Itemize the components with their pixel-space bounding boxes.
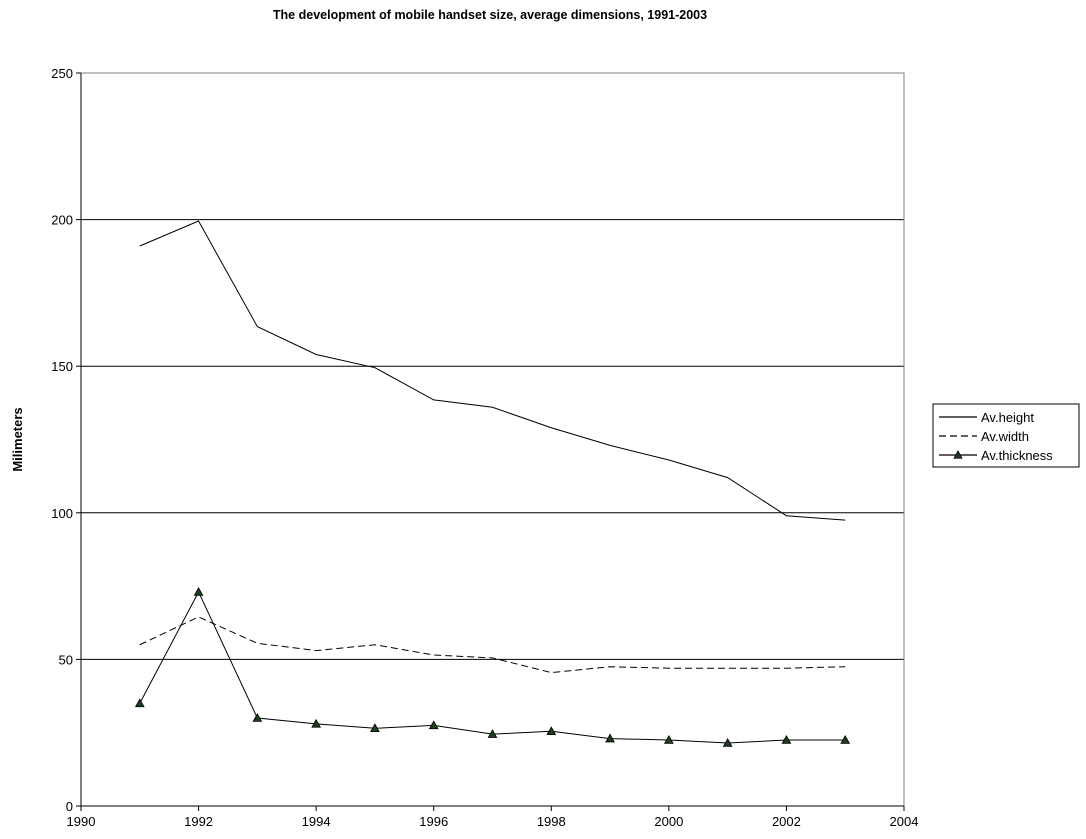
x-tick-label-1994: 1994	[302, 814, 331, 829]
series-av-height	[139, 220, 846, 521]
data-point-av-thickness-2000	[663, 735, 674, 744]
data-point-av-thickness-1992	[193, 586, 204, 596]
x-tick-label-1998: 1998	[537, 814, 566, 829]
series-layer	[134, 220, 851, 747]
x-tick-label-1990: 1990	[67, 814, 96, 829]
chart-title: The development of mobile handset size, …	[273, 8, 707, 22]
series-line-av-height	[139, 220, 846, 521]
data-point-av-thickness-1991	[134, 698, 145, 708]
series-av-thickness	[134, 586, 851, 747]
data-point-av-thickness-1996	[428, 720, 439, 730]
x-tick-label-1996: 1996	[419, 814, 448, 829]
series-line-av-thickness	[139, 590, 846, 744]
data-point-av-thickness-1995	[370, 723, 380, 733]
x-tick-label-2004: 2004	[890, 814, 919, 829]
legend-label-av-width: Av.width	[981, 429, 1029, 444]
y-tick-label-150: 150	[51, 359, 73, 374]
axes	[80, 73, 904, 807]
data-point-av-thickness-1997	[487, 729, 498, 738]
y-axis-label: Milimeters	[10, 407, 25, 471]
x-tick-label-2002: 2002	[772, 814, 801, 829]
data-point-av-thickness-1993	[252, 713, 263, 722]
y-axis-ticks: 0 50 100 150 200 250	[51, 66, 81, 814]
x-tick-label-2000: 2000	[654, 814, 683, 829]
y-tick-label-50: 50	[59, 652, 73, 667]
y-tick-label-250: 250	[51, 66, 73, 81]
gridlines	[81, 72, 904, 660]
legend-marker-av-thickness	[953, 450, 963, 459]
series-line-av-width	[139, 616, 846, 674]
data-point-av-thickness-2003	[840, 735, 851, 744]
x-tick-label-1992: 1992	[184, 814, 213, 829]
legend-label-av-thickness: Av.thickness	[981, 448, 1053, 463]
y-tick-label-0: 0	[66, 799, 73, 814]
data-point-av-thickness-1994	[311, 718, 322, 728]
legend-label-av-height: Av.height	[981, 410, 1034, 425]
series-av-width	[139, 616, 846, 674]
y-tick-label-100: 100	[51, 506, 73, 521]
plot-area	[80, 72, 905, 807]
data-point-av-thickness-2002	[781, 735, 792, 744]
legend: Av.height Av.width Av.thickness	[932, 403, 1080, 468]
data-point-av-thickness-1998	[546, 726, 557, 735]
data-point-av-thickness-1999	[605, 733, 615, 743]
data-point-av-thickness-2001	[722, 737, 733, 747]
y-tick-label-200: 200	[51, 213, 73, 228]
x-axis-ticks: 1990 1992 1994 1996 1998 2000 2002 2004	[67, 806, 919, 829]
